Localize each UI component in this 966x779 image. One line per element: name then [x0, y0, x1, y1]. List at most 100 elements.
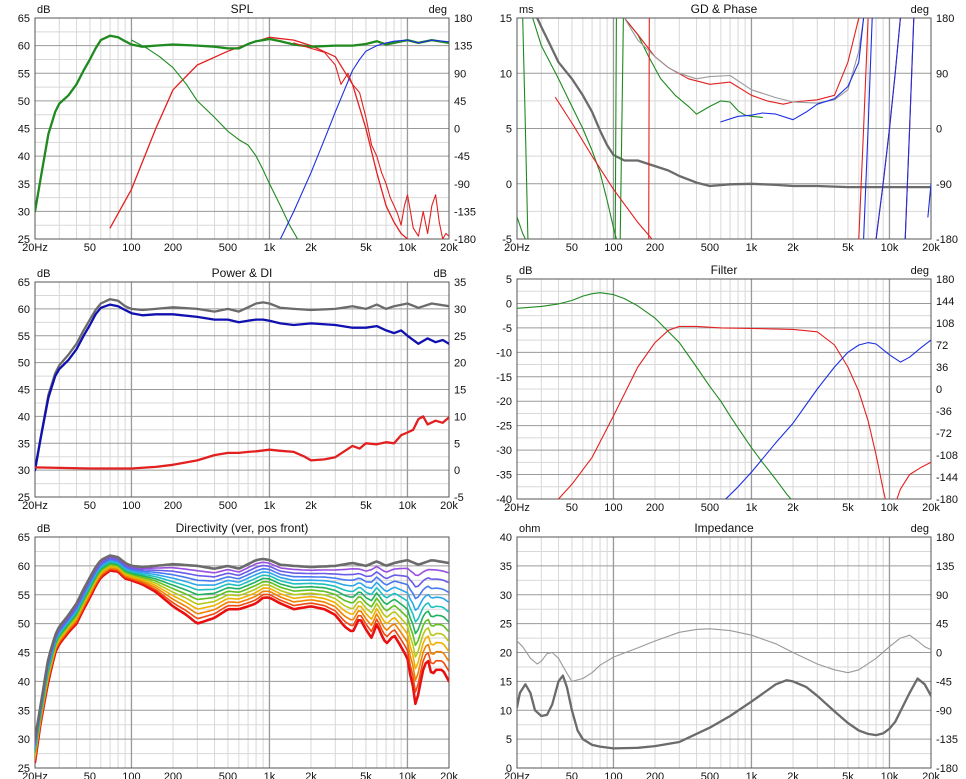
series-line-1	[517, 628, 931, 682]
x-tick-label: 2k	[787, 771, 799, 779]
series-line-4	[279, 39, 449, 239]
y2-tick-label: -72	[936, 428, 952, 440]
chart-title: Directivity (ver, pos front)	[176, 521, 309, 535]
y-tick-label: 30	[18, 465, 30, 477]
x-tick-label: 50	[84, 500, 96, 512]
y2-tick-label: 108	[936, 318, 954, 330]
x-tick-label: 100	[604, 242, 622, 254]
y-tick-label: 0	[506, 179, 512, 191]
y2-tick-label: 45	[936, 619, 948, 631]
y-tick-label: 45	[18, 648, 30, 660]
y-tick-label: 5	[506, 734, 512, 746]
x-tick-label: 10k	[399, 500, 417, 512]
y2-tick-label: 0	[936, 648, 942, 660]
y2-tick-label: 180	[936, 274, 954, 286]
x-tick-label: 2k	[787, 502, 799, 514]
y-tick-label: 55	[18, 331, 30, 343]
x-tick-label: 1k	[264, 242, 276, 254]
y2-tick-label: 30	[454, 304, 466, 316]
series-line-1	[517, 292, 792, 499]
plot-area	[517, 18, 931, 239]
chart-title: GD & Phase	[691, 2, 758, 16]
y-tick-label: 45	[18, 385, 30, 397]
y2-tick-label: -45	[454, 151, 470, 163]
chart-title: Impedance	[694, 521, 754, 535]
x-tick-label: 500	[219, 500, 237, 512]
directivity-curve-3	[35, 557, 449, 744]
y2-tick-label: -180	[936, 234, 958, 246]
y2-tick-label: 45	[454, 96, 466, 108]
y-axis-unit: dB	[37, 4, 50, 16]
y2-tick-label: 90	[936, 590, 948, 602]
x-tick-label: 20Hz	[504, 242, 530, 254]
series-line-3	[35, 415, 449, 470]
y-tick-label: -10	[496, 347, 512, 359]
y-tick-label: -5	[502, 234, 512, 246]
y-axis-unit: dB	[37, 523, 50, 535]
y-axis-unit: ms	[519, 4, 534, 16]
series-line-3	[130, 39, 299, 239]
y-tick-label: 55	[18, 68, 30, 80]
x-tick-label: 50	[566, 242, 578, 254]
y2-tick-label: 180	[936, 532, 954, 544]
x-tick-label: 50	[84, 242, 96, 254]
y2-tick-label: -90	[936, 179, 952, 191]
y2-tick-label: -135	[454, 206, 476, 218]
y2-axis-unit: deg	[911, 4, 929, 16]
y2-tick-label: 135	[454, 41, 472, 53]
y2-tick-label: 135	[936, 561, 954, 573]
x-tick-label: 20k	[922, 771, 940, 779]
y-tick-label: 35	[18, 179, 30, 191]
y2-tick-label: 0	[454, 124, 460, 136]
x-tick-label: 100	[604, 771, 622, 779]
y-tick-label: 65	[18, 532, 30, 544]
x-tick-label: 200	[646, 771, 664, 779]
x-tick-label: 10k	[399, 771, 417, 779]
y-tick-label: -20	[496, 396, 512, 408]
x-tick-label: 20k	[440, 500, 458, 512]
y-tick-label: 50	[18, 96, 30, 108]
x-tick-label: 10k	[881, 771, 899, 779]
x-tick-label: 20k	[440, 242, 458, 254]
y2-tick-label: -90	[454, 179, 470, 191]
series-line-11	[858, 18, 869, 239]
panel-impedance: 20Hz 50 100 200 500 1k 2k 5k 10k 20k 0 5 10 15 20 25 30 3…	[500, 521, 958, 779]
y2-axis-unit: dB	[434, 268, 447, 280]
y2-axis-unit: deg	[429, 4, 447, 16]
y-tick-label: 60	[18, 561, 30, 573]
x-tick-label: 5k	[360, 242, 372, 254]
series-line-5	[293, 42, 449, 239]
directivity-curve-4	[35, 558, 449, 746]
x-tick-label: 10k	[881, 242, 899, 254]
y2-tick-label: 90	[936, 68, 948, 80]
y-tick-label: -30	[496, 445, 512, 457]
plot-frame	[34, 17, 450, 240]
y2-tick-label: -36	[936, 406, 952, 418]
y2-tick-label: 72	[936, 340, 948, 352]
chart-title: Power & DI	[212, 266, 273, 280]
chart-title: Filter	[711, 263, 738, 277]
y-tick-label: -25	[496, 421, 512, 433]
y-tick-label: 45	[18, 124, 30, 136]
y-tick-label: 50	[18, 358, 30, 370]
y-tick-label: 20	[500, 648, 512, 660]
y2-tick-label: -45	[936, 676, 952, 688]
panel-powerdi: 20Hz 50 100 200 500 1k 2k 5k 10k 20k2530354045505…	[18, 266, 467, 512]
y-tick-label: 40	[500, 532, 512, 544]
y2-tick-label: 35	[454, 277, 466, 289]
x-tick-label: 5k	[360, 500, 372, 512]
series-line-1	[35, 298, 449, 472]
plot-frame	[516, 278, 932, 500]
series-line-19	[927, 183, 931, 218]
series-line-2	[517, 216, 526, 239]
y-tick-label: 25	[18, 234, 30, 246]
y2-tick-label: -5	[454, 492, 464, 504]
y2-tick-label: 0	[936, 124, 942, 136]
y-tick-label: 25	[18, 763, 30, 775]
plot-area	[517, 628, 931, 750]
y2-tick-label: 0	[936, 384, 942, 396]
plot-area	[517, 292, 931, 499]
x-tick-label: 20Hz	[22, 771, 48, 779]
y2-axis-unit: deg	[911, 265, 929, 277]
x-tick-label: 20k	[922, 502, 940, 514]
